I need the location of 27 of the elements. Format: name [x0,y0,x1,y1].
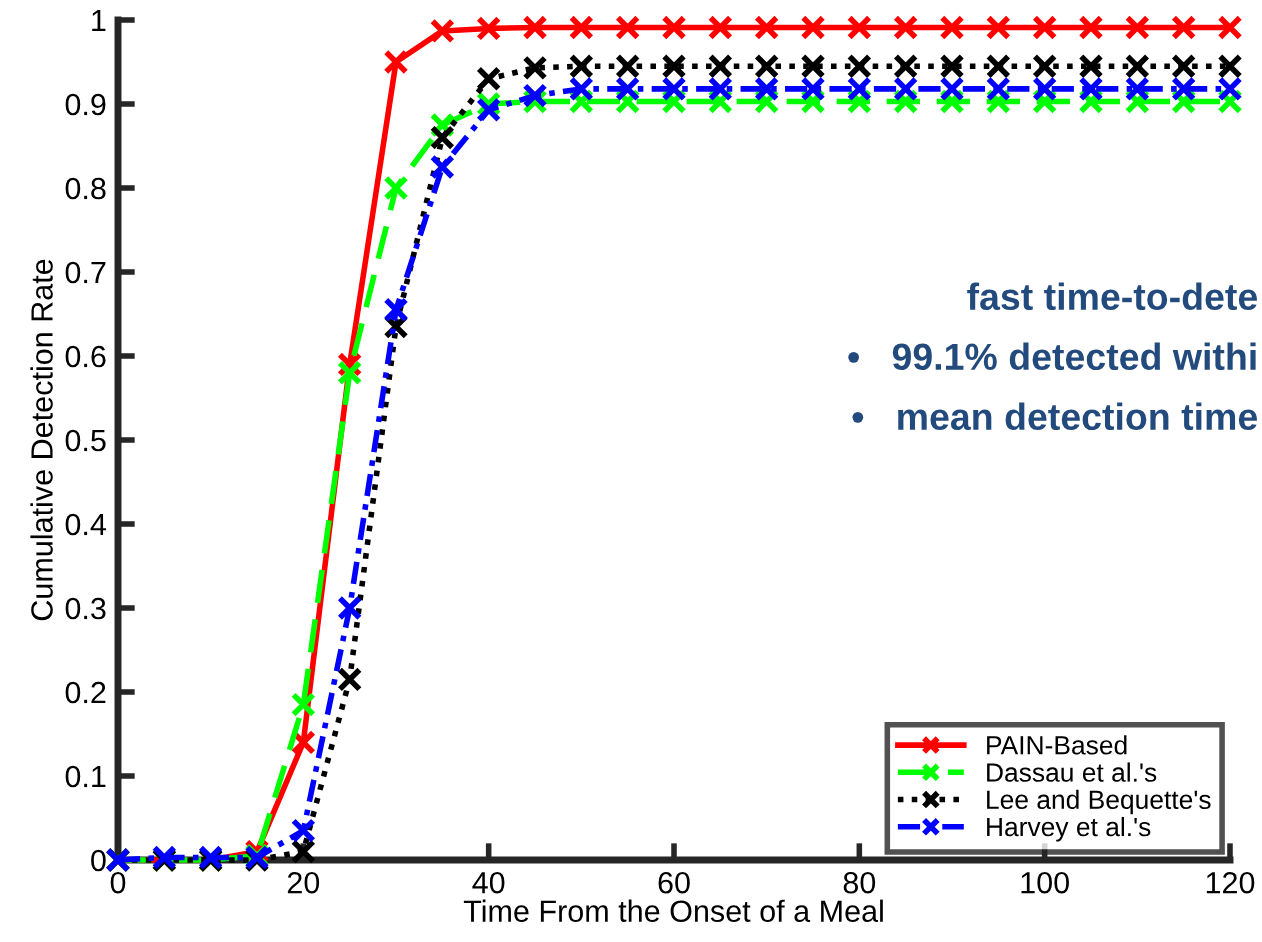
y-tick-label: 0.9 [65,93,106,116]
x-tick-label: 60 [658,871,690,894]
legend-label: Harvey et al.'s [987,816,1151,842]
x-tick-label: 40 [472,871,505,894]
y-tick-label: 0.8 [65,177,106,200]
x-tick-label: 0 [110,871,126,894]
x-tick-label: 20 [287,871,320,894]
y-tick-label: 0.4 [65,513,106,536]
y-tick-label: 1 [92,10,106,32]
annotation: fast time-to-dete [967,282,1257,311]
y-tick-label: 0 [91,849,106,872]
annotation: • 99.1% detected withi [848,342,1256,371]
y-tick-label: 0.7 [65,261,106,284]
legend-label: PAIN-Based [987,735,1127,755]
y-tick-label: 0.5 [65,429,106,452]
y-tick-label: 0.6 [65,345,106,368]
legend-label: Lee and Bequette's [987,789,1211,815]
annotation: • mean detection time [852,402,1257,431]
x-tick-label: 80 [843,871,876,894]
y-tick-label: 0.2 [65,681,106,704]
x-axis-title: Time From the Onset of a Meal [463,899,883,923]
y-tick-label: 0.3 [65,597,106,620]
x-tick-label: 100 [1021,871,1069,894]
x-tick-label: 120 [1206,871,1255,894]
y-axis-title: Cumulative Detection Rate [30,259,53,621]
y-tick-label: 0.1 [65,765,106,788]
legend-label: Dassau et al.'s [987,762,1157,782]
